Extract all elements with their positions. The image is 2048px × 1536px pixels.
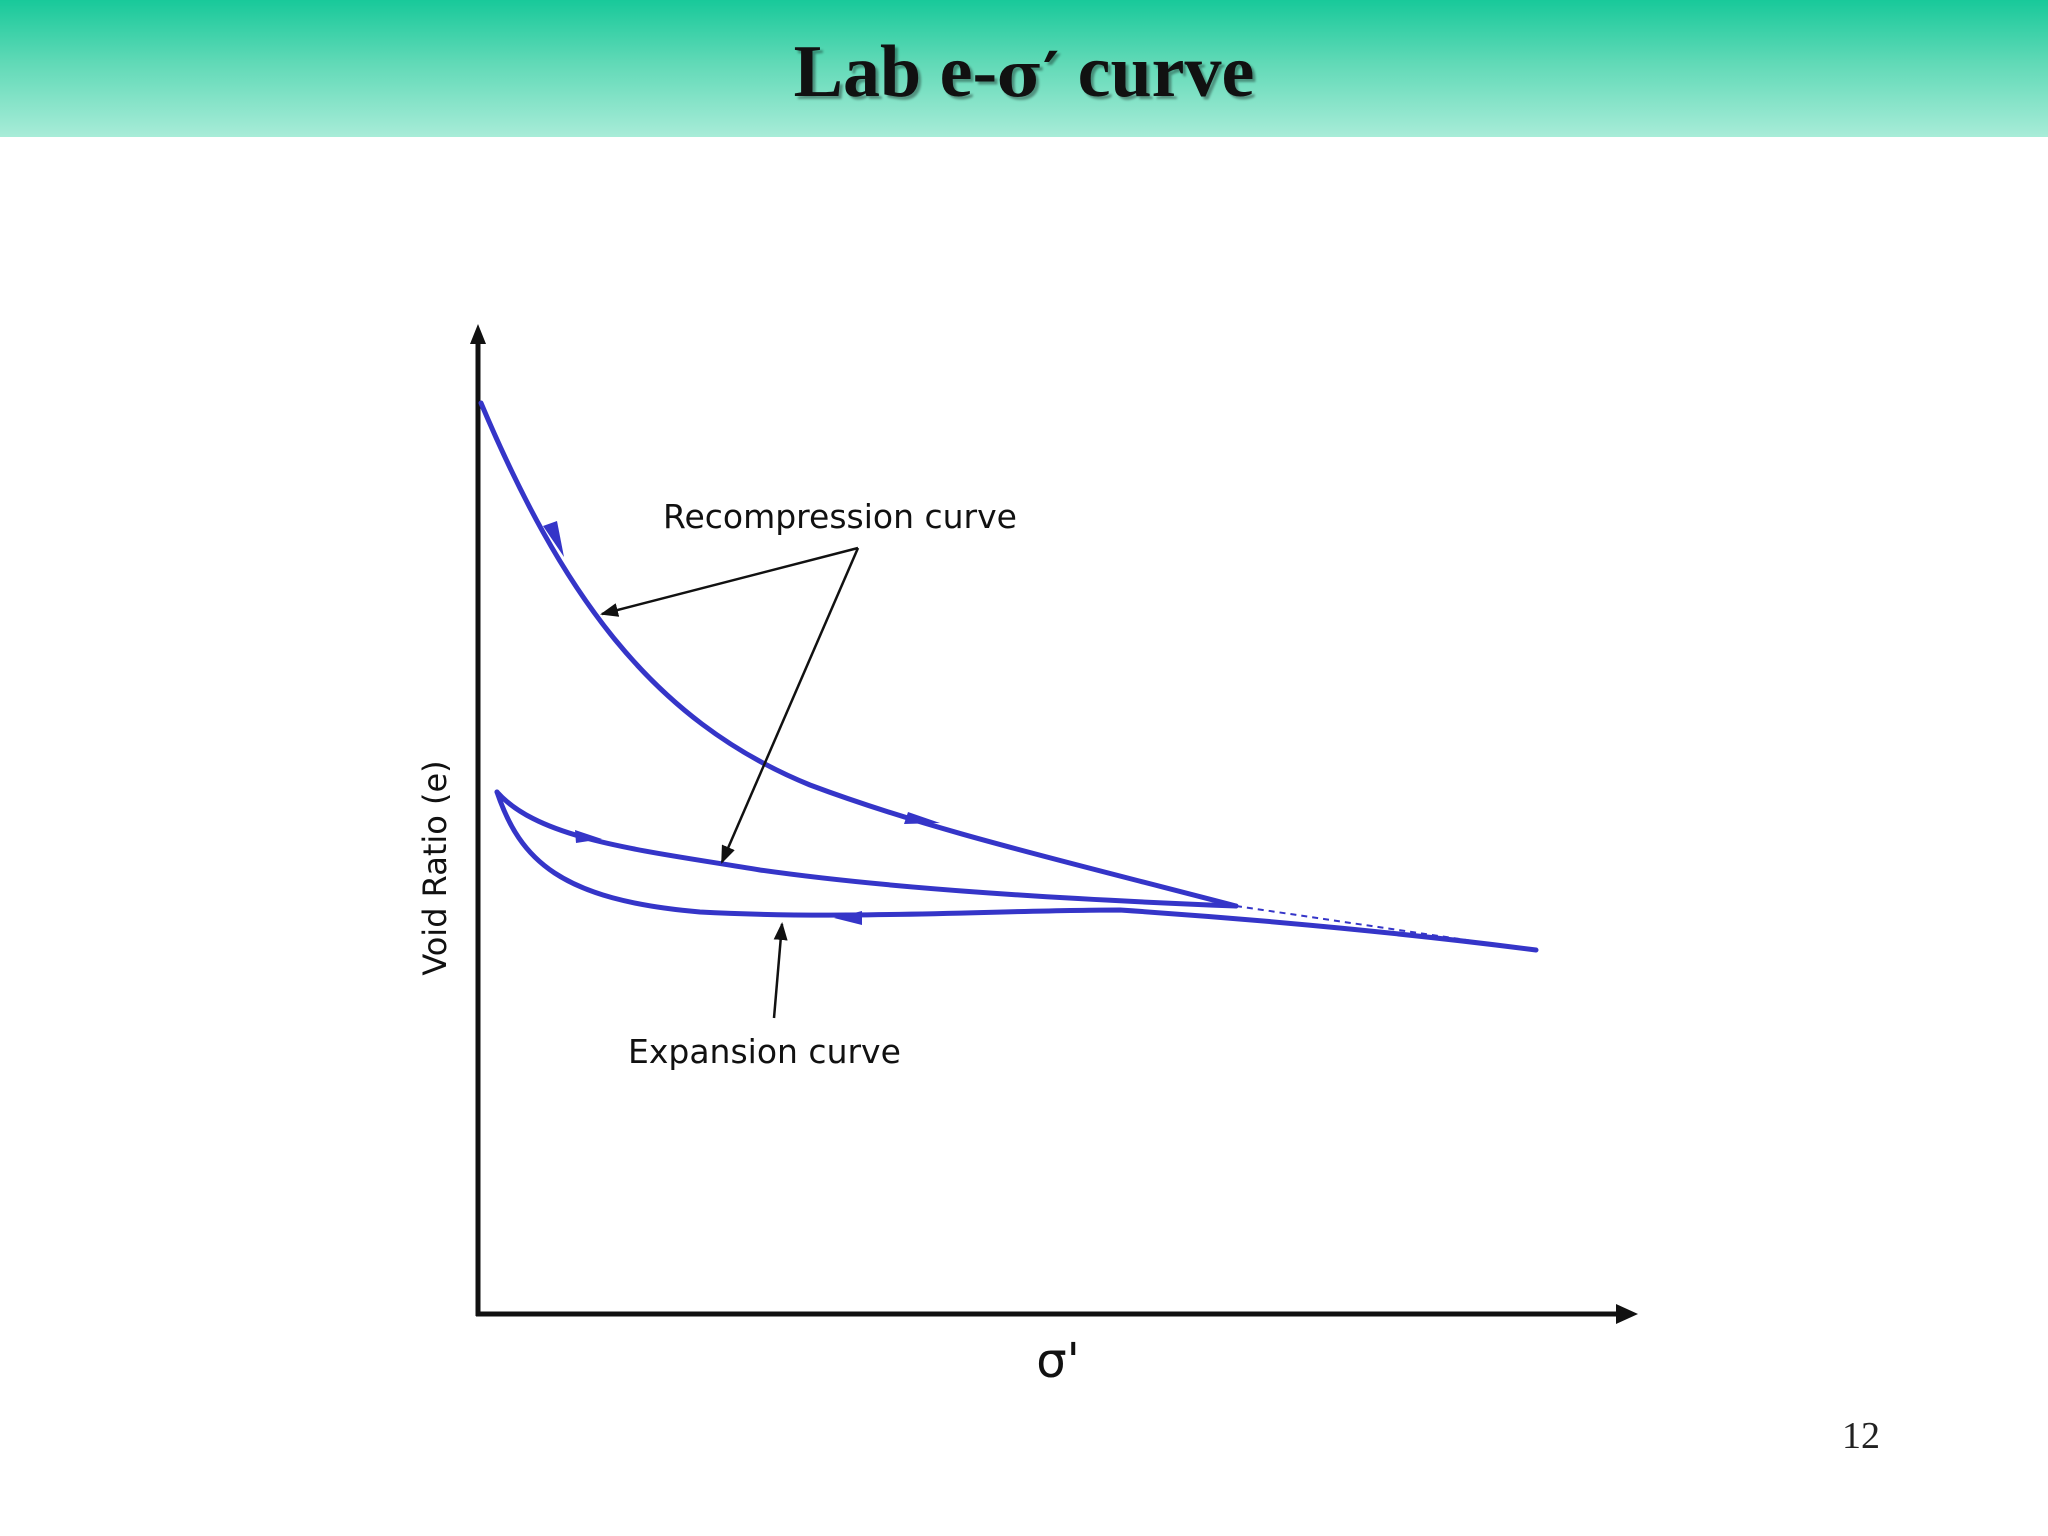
virgin-extension-dashed (1235, 905, 1501, 946)
y-axis-label: Void Ratio (e) (416, 760, 454, 975)
slide-title: Lab e-σ′ curve (0, 24, 2048, 123)
curve-direction-arrow (904, 812, 940, 824)
curve-direction-arrow (834, 911, 862, 925)
x-axis-label: σ' (1036, 1333, 1080, 1389)
slide-header-band (0, 0, 2048, 137)
expansion-curve (494, 789, 1539, 953)
title-suffix: curve (1059, 31, 1255, 113)
recompression-curve-virgin (478, 400, 1239, 909)
recompression-leader-upper (600, 546, 859, 617)
recompression-curve-label: Recompression curve (663, 497, 1017, 536)
expansion-curve-label: Expansion curve (628, 1032, 901, 1071)
title-sigma: σ′ (997, 38, 1060, 111)
x-axis-arrowhead (1616, 1304, 1638, 1324)
expansion-leader (772, 922, 788, 1019)
y-axis-arrowhead (470, 324, 486, 344)
curve-direction-arrow (575, 830, 602, 843)
curve-direction-arrow (543, 521, 564, 557)
recompression-leader-lower (720, 547, 860, 864)
recompression-curve-reload (494, 789, 1239, 909)
page-number: 12 (1842, 1415, 1880, 1457)
title-prefix: Lab e- (793, 31, 998, 113)
